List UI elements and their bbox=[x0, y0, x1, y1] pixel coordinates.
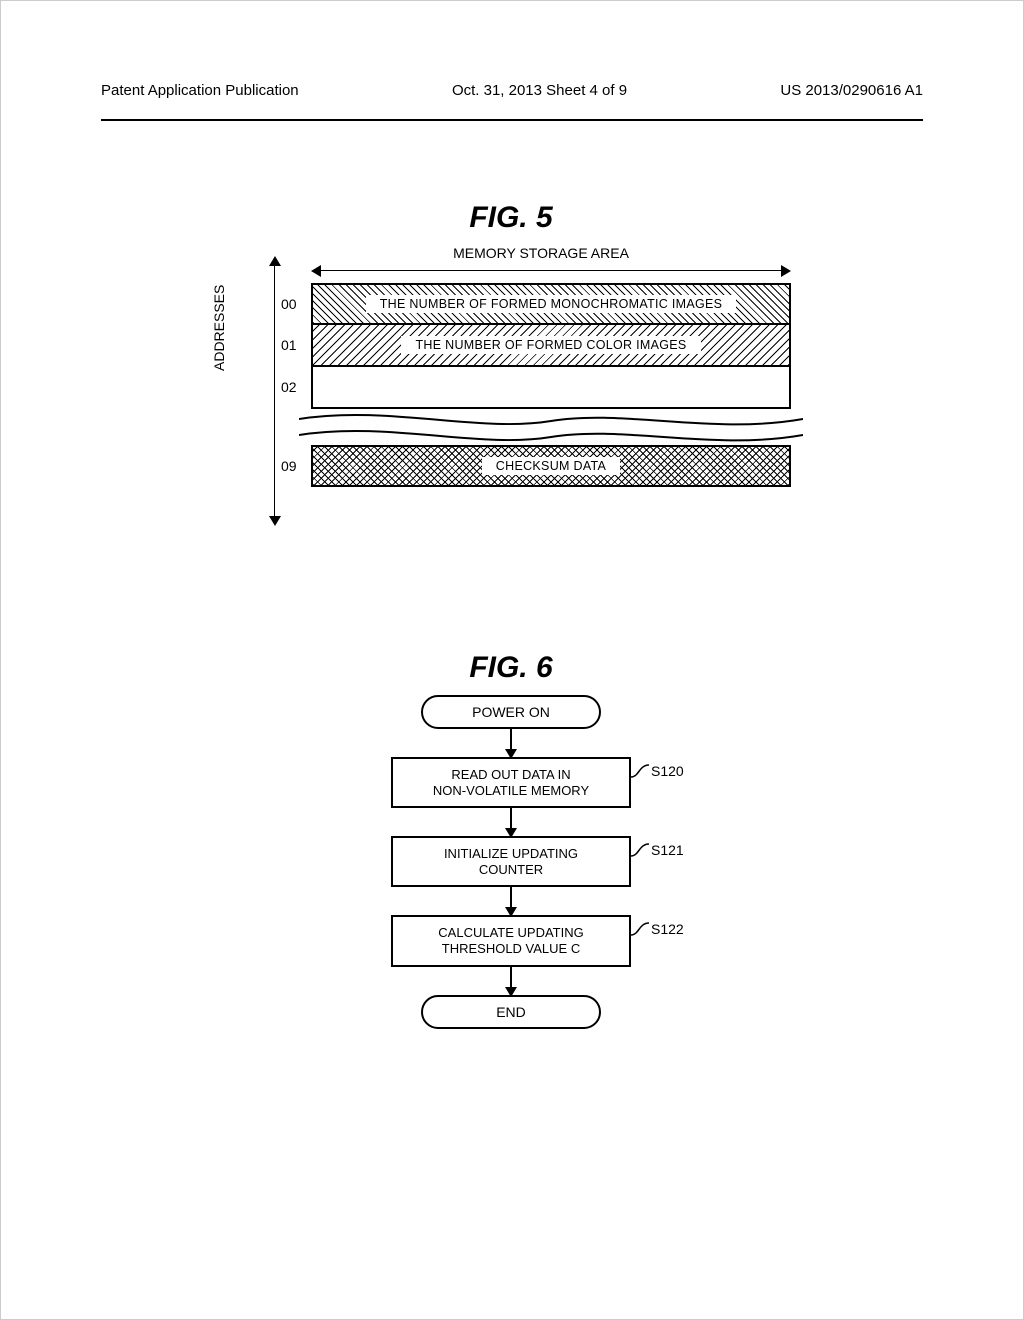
leader-curve-icon bbox=[631, 840, 651, 860]
page-header: Patent Application Publication Oct. 31, … bbox=[101, 82, 923, 99]
figure-6: FIG. 6 POWER ON S120 READ OUT DATA IN NO… bbox=[261, 651, 761, 1029]
row-addr: 01 bbox=[281, 337, 297, 353]
row-text: THE NUMBER OF FORMED MONOCHROMATIC IMAGE… bbox=[366, 295, 737, 313]
step-text: READ OUT DATA IN NON-VOLATILE MEMORY bbox=[433, 767, 589, 798]
gap-wave-icon bbox=[299, 409, 803, 445]
addresses-axis-arrow bbox=[269, 256, 281, 526]
flow-step-s120: S120 READ OUT DATA IN NON-VOLATILE MEMOR… bbox=[391, 757, 631, 808]
header-right: US 2013/0290616 A1 bbox=[780, 82, 923, 99]
step-id: S121 bbox=[651, 842, 684, 859]
flow-end-label: END bbox=[496, 1004, 526, 1020]
row-addr: 00 bbox=[281, 296, 297, 312]
memory-gap bbox=[311, 409, 791, 445]
step-id: S122 bbox=[651, 921, 684, 938]
memory-row-01: 01 THE NUMBER OF FORMED COLOR IMAGES bbox=[311, 325, 791, 367]
fig5-title: FIG. 5 bbox=[211, 201, 811, 235]
row-text: CHECKSUM DATA bbox=[482, 457, 620, 475]
flow-arrow bbox=[510, 967, 512, 995]
leader-curve-icon bbox=[631, 919, 651, 939]
row-addr: 02 bbox=[281, 379, 297, 395]
addresses-axis-label: ADDRESSES bbox=[211, 285, 227, 371]
flow-arrow bbox=[510, 729, 512, 757]
header-left: Patent Application Publication bbox=[101, 82, 299, 99]
flow-arrow bbox=[510, 808, 512, 836]
row-text: THE NUMBER OF FORMED COLOR IMAGES bbox=[401, 336, 700, 354]
step-id: S120 bbox=[651, 763, 684, 780]
flow-end: END bbox=[421, 995, 601, 1029]
header-rule bbox=[101, 119, 923, 121]
memory-table: 00 THE NUMBER OF FORMED MONOCHROMATIC IM… bbox=[311, 283, 791, 487]
figure-5: FIG. 5 MEMORY STORAGE AREA ADDRESSES 00 … bbox=[211, 201, 811, 487]
header-center: Oct. 31, 2013 Sheet 4 of 9 bbox=[452, 82, 627, 99]
memory-row-02: 02 bbox=[311, 367, 791, 409]
memory-row-09: 09 CHECKSUM DATA bbox=[311, 445, 791, 487]
memory-storage-area-label: MEMORY STORAGE AREA bbox=[241, 245, 841, 261]
step-text: CALCULATE UPDATING THRESHOLD VALUE C bbox=[438, 925, 583, 956]
fig6-title: FIG. 6 bbox=[261, 651, 761, 685]
flow-arrow bbox=[510, 887, 512, 915]
flow-start: POWER ON bbox=[421, 695, 601, 729]
step-text: INITIALIZE UPDATING COUNTER bbox=[444, 846, 578, 877]
flow-start-label: POWER ON bbox=[472, 704, 550, 720]
row-addr: 09 bbox=[281, 458, 297, 474]
patent-page: Patent Application Publication Oct. 31, … bbox=[0, 0, 1024, 1320]
flow-step-s122: S122 CALCULATE UPDATING THRESHOLD VALUE … bbox=[391, 915, 631, 966]
flowchart: POWER ON S120 READ OUT DATA IN NON-VOLAT… bbox=[261, 695, 761, 1029]
memory-width-arrow bbox=[311, 265, 791, 277]
memory-row-00: 00 THE NUMBER OF FORMED MONOCHROMATIC IM… bbox=[311, 283, 791, 325]
leader-curve-icon bbox=[631, 761, 651, 781]
flow-step-s121: S121 INITIALIZE UPDATING COUNTER bbox=[391, 836, 631, 887]
